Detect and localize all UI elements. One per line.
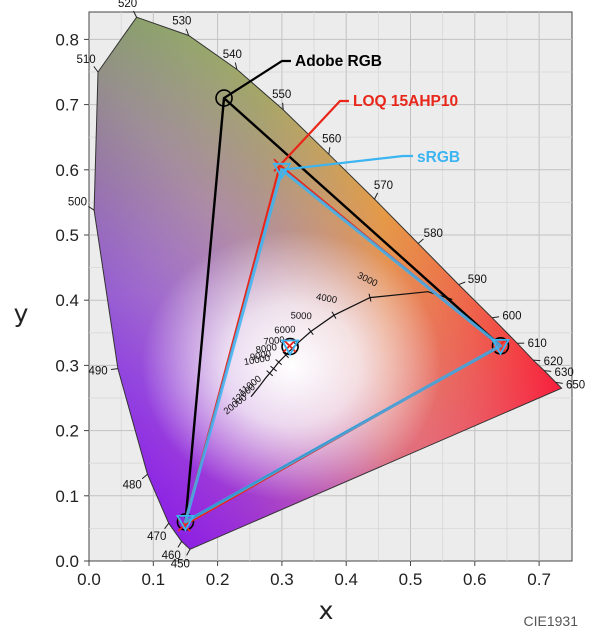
credit-label: CIE1931: [524, 613, 579, 629]
cct-tick: [368, 293, 372, 302]
wavelength-tick: [93, 66, 99, 73]
wavelength-label: 530: [172, 15, 191, 27]
wavelength-label: 650: [566, 380, 585, 392]
wavelength-label: 630: [555, 367, 574, 379]
y-tick-label: 0.2: [55, 422, 79, 441]
x-tick-label: 0.4: [334, 570, 358, 589]
wavelength-label: 470: [147, 531, 166, 543]
wavelength-label: 520: [118, 0, 137, 10]
wavelength-label: 550: [272, 89, 291, 101]
wavelength-tick: [177, 541, 183, 548]
wavelength-label: 460: [162, 550, 181, 562]
x-tick-label: 0.2: [206, 570, 230, 589]
cct-tick: [307, 328, 314, 335]
wavelength-tick: [417, 238, 424, 244]
wavelength-tick: [88, 205, 95, 211]
wavelength-tick: [164, 522, 170, 530]
spectral-locus-outline: [93, 16, 563, 550]
wavelength-label: 500: [68, 196, 87, 208]
cct-label: 5000: [290, 310, 312, 322]
gamut-leader-line: [279, 99, 349, 166]
y-tick-label: 0.3: [55, 356, 79, 375]
x-tick-label: 0.1: [141, 570, 165, 589]
gamut-leader-line: [223, 59, 291, 100]
wavelength-tick: [328, 147, 331, 155]
cct-tick: [331, 311, 337, 319]
x-tick-label: 0.5: [399, 570, 423, 589]
wavelength-tick: [374, 192, 379, 200]
wavelength-tick: [234, 62, 238, 70]
wavelength-label: 620: [544, 356, 563, 368]
gamut-vertex-marker: [175, 514, 196, 532]
cct-label: 9000: [249, 349, 272, 364]
wavelength-label: 580: [424, 228, 443, 240]
wavelength-tick: [185, 28, 190, 36]
wavelength-tick: [110, 368, 118, 371]
wavelength-tick: [458, 281, 466, 286]
y-tick-label: 0.7: [55, 96, 79, 115]
wavelength-label: 480: [123, 480, 142, 492]
x-tick-label: 0.3: [270, 570, 294, 589]
wavelength-tick: [555, 381, 563, 384]
wavelength-label: 490: [88, 366, 107, 378]
gamut-vertex-marker: [215, 89, 233, 107]
cct-tick: [270, 365, 277, 372]
cct-tick: [282, 351, 289, 359]
y-axis-label: y: [14, 299, 29, 328]
cct-label: 10000: [243, 353, 271, 368]
y-tick-label: 0.8: [55, 30, 79, 49]
x-tick-label: 0.7: [527, 570, 551, 589]
cct-tick: [275, 359, 283, 366]
gamut-vertex-marker: [280, 339, 300, 357]
gamut-label: Adobe RGB: [295, 53, 382, 70]
x-tick-label: 0.6: [463, 570, 487, 589]
y-tick-label: 0.6: [55, 161, 79, 180]
wavelength-label: 590: [468, 274, 487, 286]
cct-label: 4000: [315, 292, 338, 307]
planckian-tail: [250, 372, 271, 398]
y-tick-label: 0.4: [55, 291, 79, 310]
gamut-triangles: Adobe RGB LOQ 15AHP10 sRGB: [175, 53, 511, 532]
wavelength-label: 450: [171, 558, 190, 570]
wavelength-label: 570: [374, 180, 393, 192]
y-tick-label: 0.5: [55, 226, 79, 245]
wavelength-tick: [544, 370, 552, 372]
gamut-label: LOQ 15AHP10: [353, 93, 458, 110]
gamut-vertex-marker: [272, 162, 292, 180]
wavelength-label: 610: [528, 338, 547, 350]
locus-white-glow: [141, 230, 442, 501]
cct-label: 7000: [263, 335, 285, 348]
wavelength-tick: [186, 549, 191, 556]
wavelength-tick: [132, 10, 138, 18]
axis-ticks: 0.0 0.1 0.2 0.3 0.4 0.5 0.6 0.7 0.0 0.1 0.2 0.3 0.4 0…: [55, 30, 551, 589]
gamut-label: sRGB: [417, 149, 460, 166]
x-axis-label: x: [319, 596, 334, 625]
gamut-triangle: [183, 168, 503, 524]
wavelength-label: 540: [223, 49, 242, 61]
wavelength-label: 560: [322, 133, 341, 145]
wavelength-label: 600: [502, 310, 521, 322]
y-tick-label: 0.1: [55, 487, 79, 506]
gamut-leader-line: [281, 154, 413, 171]
wavelength-tick: [282, 102, 284, 110]
cct-label: 8000: [255, 342, 278, 356]
wavelength-tick: [492, 316, 500, 319]
y-tick-label: 0.0: [55, 552, 79, 571]
gamut-vertex-marker: [490, 338, 511, 356]
wavelength-label: 510: [76, 54, 95, 66]
x-tick-label: 0.0: [77, 570, 101, 589]
wavelength-tick: [141, 473, 148, 480]
cct-label: 6000: [274, 324, 296, 336]
planckian-curve: [269, 291, 453, 374]
